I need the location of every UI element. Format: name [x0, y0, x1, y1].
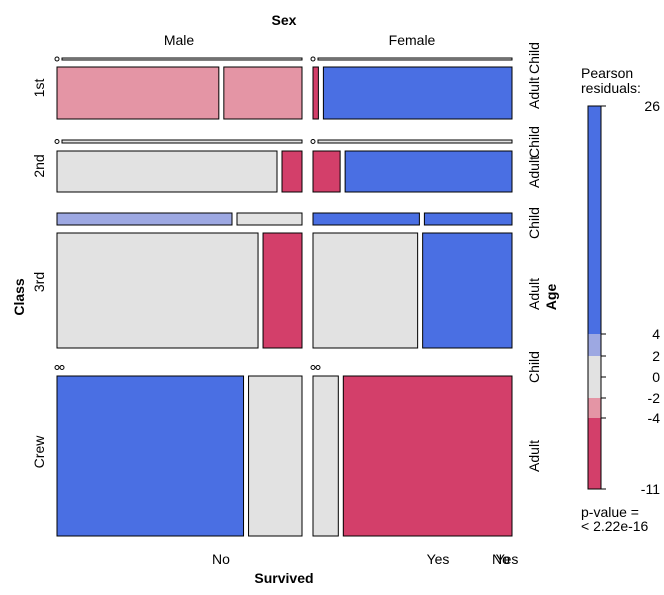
cell-crew-female-adult-yes	[342, 375, 513, 537]
legend-bin-4	[588, 418, 601, 489]
cell-1st-female-child-no-zero-marker	[310, 56, 316, 62]
left-level-3rd: 3rd	[31, 272, 47, 292]
legend-colorbar	[587, 105, 602, 490]
right-level-adult-2nd: Adult	[526, 156, 542, 188]
top-level-female: Female	[389, 32, 436, 48]
left-level-crew: Crew	[31, 435, 47, 469]
cell-2nd-male-adult-yes	[281, 150, 303, 193]
cell-1st-male-child-yes	[61, 57, 303, 61]
legend-tick-label-1: 4	[652, 326, 660, 342]
cell-2nd-male-child-yes	[61, 139, 303, 144]
right-level-child-3rd: Child	[526, 207, 542, 239]
cell-3rd-female-child-yes	[423, 212, 513, 226]
cell-3rd-male-child-yes	[236, 212, 303, 226]
cell-1st-female-child-yes	[317, 57, 513, 61]
left-level-2nd: 2nd	[31, 154, 47, 177]
right-level-adult-crew: Adult	[526, 440, 542, 472]
legend-tick-label-5: -4	[648, 410, 661, 426]
legend-ticks: 26 4 2 0 -2 -4 -11	[601, 98, 660, 497]
right-level-adult-1st: Adult	[526, 77, 542, 109]
right-level-child-1st: Child	[526, 42, 542, 74]
legend-bin-1	[588, 334, 601, 356]
cell-1st-female-adult-no	[312, 66, 319, 120]
right-level-child-crew: Child	[526, 351, 542, 383]
cell-3rd-female-adult-yes	[422, 232, 513, 349]
cell-1st-male-child-no-zero-marker	[54, 56, 60, 62]
cell-2nd-female-adult-yes	[344, 150, 513, 193]
legend-bin-2	[588, 356, 601, 398]
cell-3rd-female-adult-no	[312, 232, 419, 349]
top-level-male: Male	[164, 32, 195, 48]
left-level-1st: 1st	[31, 79, 47, 98]
bottom-axis-title: Survived	[254, 570, 313, 586]
cell-crew-male-adult-yes	[248, 375, 303, 537]
cell-2nd-female-child-yes	[317, 139, 513, 144]
legend-pvalue-line1: p-value =	[581, 504, 639, 520]
legend-tick-label-4: -2	[648, 390, 661, 406]
cell-2nd-male-child-no-zero-marker	[54, 139, 60, 144]
cell-3rd-male-child-no	[56, 212, 233, 226]
legend-title-line2: residuals:	[581, 80, 641, 96]
cell-crew-male-child-yes-zero-marker	[59, 365, 65, 370]
left-axis-title: Class	[11, 278, 27, 316]
cell-1st-female-adult-yes	[322, 66, 513, 120]
legend-bin-0	[588, 106, 601, 334]
cell-1st-male-adult-no	[56, 66, 220, 120]
cell-3rd-male-adult-no	[56, 232, 259, 349]
cell-crew-female-child-yes-zero-marker	[315, 365, 321, 370]
legend-title-line1: Pearson	[581, 65, 633, 81]
cell-1st-male-adult-yes	[223, 66, 303, 120]
bottom-level-no-2: No	[492, 551, 510, 567]
right-axis-title: Age	[543, 284, 559, 311]
top-axis-title: Sex	[272, 12, 297, 28]
legend-tick-label-2: 2	[652, 348, 660, 364]
mosaic-cells	[54, 56, 513, 537]
cell-crew-male-child-no-zero-marker	[54, 365, 60, 370]
legend-colorbar-frame	[587, 105, 602, 490]
cell-crew-male-adult-no	[56, 375, 245, 537]
right-level-child-2nd: Child	[526, 126, 542, 158]
bottom-level-yes-2: Yes	[496, 551, 519, 567]
bottom-level-no: No	[212, 551, 230, 567]
legend-tick-label-6: -11	[641, 481, 660, 497]
legend-bin-3	[588, 398, 601, 418]
legend-tick-label-3: 0	[652, 369, 660, 385]
bottom-level-yes: Yes	[427, 551, 450, 567]
cell-2nd-male-adult-no	[56, 150, 278, 193]
cell-crew-female-adult-no	[312, 375, 339, 537]
cell-3rd-female-child-no	[312, 212, 420, 226]
cell-2nd-female-child-no-zero-marker	[310, 139, 316, 144]
legend-tick-label-0: 26	[644, 98, 660, 114]
cell-2nd-female-adult-no	[312, 150, 341, 193]
legend-pvalue-line2: < 2.22e-16	[581, 518, 649, 534]
cell-3rd-male-adult-yes	[262, 232, 303, 349]
right-level-adult-3rd: Adult	[526, 278, 542, 310]
cell-crew-female-child-no-zero-marker	[310, 365, 316, 370]
